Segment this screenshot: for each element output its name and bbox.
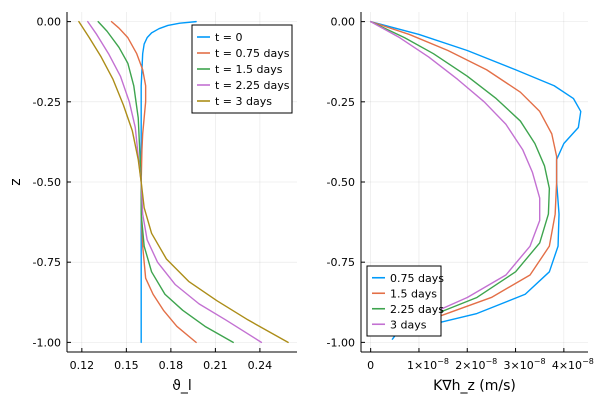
y-tick-label: -1.00 (33, 336, 61, 349)
x-tick-label: 0.15 (114, 359, 139, 372)
x-axis-label: K∇h_z (m/s) (433, 378, 516, 394)
x-tick-label: 0 (367, 359, 374, 372)
x-tick-label: 0.24 (248, 359, 273, 372)
series-line (78, 20, 289, 344)
y-axis-label: z (8, 178, 24, 185)
legend: t = 0 t = 0.75 days t = 1.5 days t = 2.25 d… (191, 24, 293, 114)
legend-label: 3 days (390, 318, 427, 331)
x-axis-label: ϑ_l (172, 378, 192, 394)
y-tick-label: -1.00 (327, 336, 355, 349)
y-tick-label: 0.00 (331, 16, 356, 29)
x-tick-label: 0.18 (159, 359, 184, 372)
legend-label: 0.75 days (390, 272, 444, 285)
y-tick-label: 0.00 (37, 16, 62, 29)
x-tick-label: 3×10−8 (504, 357, 546, 372)
x-tick-label: 2×10−8 (455, 357, 497, 372)
x-tick-label: 0.12 (70, 359, 95, 372)
x-tick-label: 4×10−8 (552, 357, 594, 372)
legend-label: t = 0.75 days (215, 47, 290, 60)
legend-label: t = 1.5 days (215, 63, 283, 76)
y-tick-label: -0.75 (327, 256, 355, 269)
y-tick-label: -0.75 (33, 256, 61, 269)
y-tick-label: -0.50 (327, 176, 355, 189)
series-line (369, 20, 541, 328)
y-tick-label: -0.50 (33, 176, 61, 189)
series-line (110, 20, 197, 344)
legend-label: t = 0 (215, 31, 243, 44)
legend-label: t = 3 days (215, 95, 272, 108)
right-panel-flux-profile: 0 1×10−8 2×10−8 3×10−8 4×10−8 0.00 -0.25 -0.50 -… (327, 12, 594, 394)
y-tick-label: -0.25 (33, 96, 61, 109)
legend-label: 2.25 days (390, 303, 444, 316)
series-line (369, 20, 558, 334)
legend: 0.75 days 1.5 days 2.25 days 3 days (366, 265, 444, 337)
x-tick-label: 0.21 (203, 359, 228, 372)
x-tick-label: 1×10−8 (407, 357, 449, 372)
series-line (369, 20, 551, 331)
legend-label: t = 2.25 days (215, 79, 290, 92)
left-panel-theta-profile: 0.12 0.15 0.18 0.21 0.24 0.00 -0.25 -0.50 -0.75 -… (8, 12, 297, 394)
y-tick-label: -0.25 (327, 96, 355, 109)
legend-label: 1.5 days (390, 287, 437, 300)
